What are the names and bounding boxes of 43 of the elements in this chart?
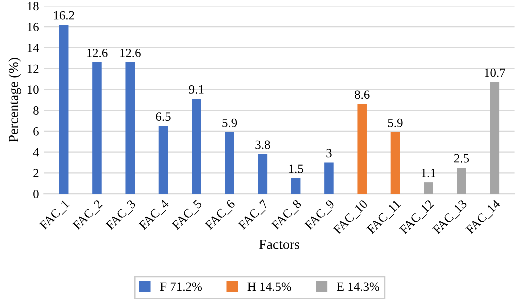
y-tick-label: 12 <box>28 64 39 74</box>
data-label: 6.5 <box>156 112 171 122</box>
data-label: 5.9 <box>222 118 238 128</box>
y-tick-label: 0 <box>34 190 39 198</box>
y-tick-label: 4 <box>33 148 40 157</box>
bar <box>291 178 301 194</box>
y-tick-label: 14 <box>28 44 40 52</box>
bar <box>424 182 434 194</box>
bar <box>324 162 334 194</box>
y-tick-label: 16 <box>28 23 39 32</box>
bar <box>358 104 367 194</box>
data-label: 8.6 <box>355 90 370 100</box>
legend-label: H 14.5% <box>248 282 292 292</box>
bar <box>390 132 400 194</box>
data-label: 16.2 <box>54 11 74 20</box>
bar <box>490 82 500 194</box>
bar <box>126 62 136 194</box>
legend-label: F 71.2% <box>160 282 202 292</box>
y-axis-title: Percentage (%) <box>8 58 22 142</box>
data-label: 10.7 <box>485 68 506 78</box>
data-label: 3 <box>326 149 332 158</box>
bar <box>92 62 102 194</box>
data-label: 3.8 <box>256 140 270 150</box>
data-label: 12.6 <box>120 48 141 58</box>
bar <box>258 154 268 194</box>
y-tick-label: 2 <box>34 169 39 178</box>
data-label: 2.5 <box>454 154 470 163</box>
legend-label: E 14.3% <box>337 282 380 292</box>
data-label: 12.6 <box>87 48 108 58</box>
data-label: 5.9 <box>388 118 403 128</box>
bar <box>59 24 69 194</box>
y-tick-label: 8 <box>34 106 39 115</box>
bar <box>457 168 466 194</box>
bar <box>225 132 234 194</box>
x-axis-title: Factors <box>259 240 300 250</box>
data-label: 1.1 <box>422 169 436 178</box>
bar <box>158 126 168 194</box>
y-tick-label: 18 <box>28 2 39 11</box>
data-label: 1.5 <box>289 164 304 174</box>
data-label: 9.1 <box>189 86 204 94</box>
y-tick-label: 6 <box>34 127 39 136</box>
y-tick-label: 10 <box>28 86 39 94</box>
bar <box>192 99 202 194</box>
